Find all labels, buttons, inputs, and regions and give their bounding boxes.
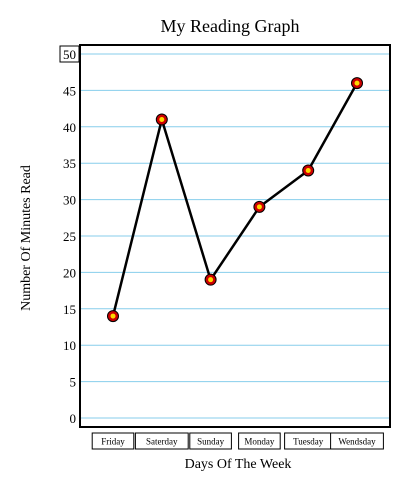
x-tick-label-friday: Friday	[101, 437, 125, 447]
series-layer	[107, 77, 363, 323]
y-tick-label-5: 5	[70, 375, 77, 390]
y-axis-label: Number Of Minutes Read	[19, 165, 34, 311]
y-tick-label-25: 25	[63, 229, 76, 244]
y-tick-label-50: 50	[63, 47, 76, 62]
y-tick-label-0: 0	[70, 411, 77, 426]
x-tick-box-wendsday	[330, 432, 384, 450]
data-point-saterday	[155, 113, 168, 126]
series-line	[111, 82, 359, 317]
data-point-friday	[107, 310, 119, 323]
y-tick-label-10: 10	[63, 338, 76, 353]
y-tick-label-20: 20	[63, 265, 76, 280]
x-tick-label-tuesday: Tuesday	[293, 437, 324, 447]
y-tick-label-40: 40	[63, 120, 76, 135]
y-tick-label-35: 35	[63, 156, 76, 171]
chart-title: My Reading Graph	[161, 16, 300, 36]
x-tick-label-wendsday: Wendsday	[338, 437, 376, 447]
y-axis-ticks: 0 5 10 15 20 25 30 35 40 45 50	[59, 45, 80, 426]
x-tick-label-monday: Monday	[244, 437, 274, 447]
data-point-wendsday	[351, 77, 363, 90]
x-tick-box-saterday	[134, 432, 189, 450]
x-tick-box-monday	[238, 432, 281, 450]
x-axis-ticks: Friday Saterday Sunday Monday Tuesday Wendsda…	[91, 432, 384, 450]
data-point-tuesday	[302, 164, 315, 177]
y-tick-box-50	[59, 45, 80, 63]
x-axis-label: Days Of The Week	[185, 457, 292, 472]
y-tick-label-45: 45	[63, 83, 76, 98]
y-tick-label-30: 30	[63, 193, 76, 208]
plot-frame	[79, 44, 391, 428]
y-tick-label-15: 15	[63, 302, 76, 317]
x-tick-box-friday	[91, 432, 135, 450]
x-tick-box-sunday	[189, 432, 232, 450]
x-tick-label-saterday: Saterday	[146, 437, 178, 447]
data-point-monday	[253, 200, 266, 213]
data-point-sunday	[204, 273, 217, 286]
x-tick-label-sunday: Sunday	[197, 437, 225, 447]
